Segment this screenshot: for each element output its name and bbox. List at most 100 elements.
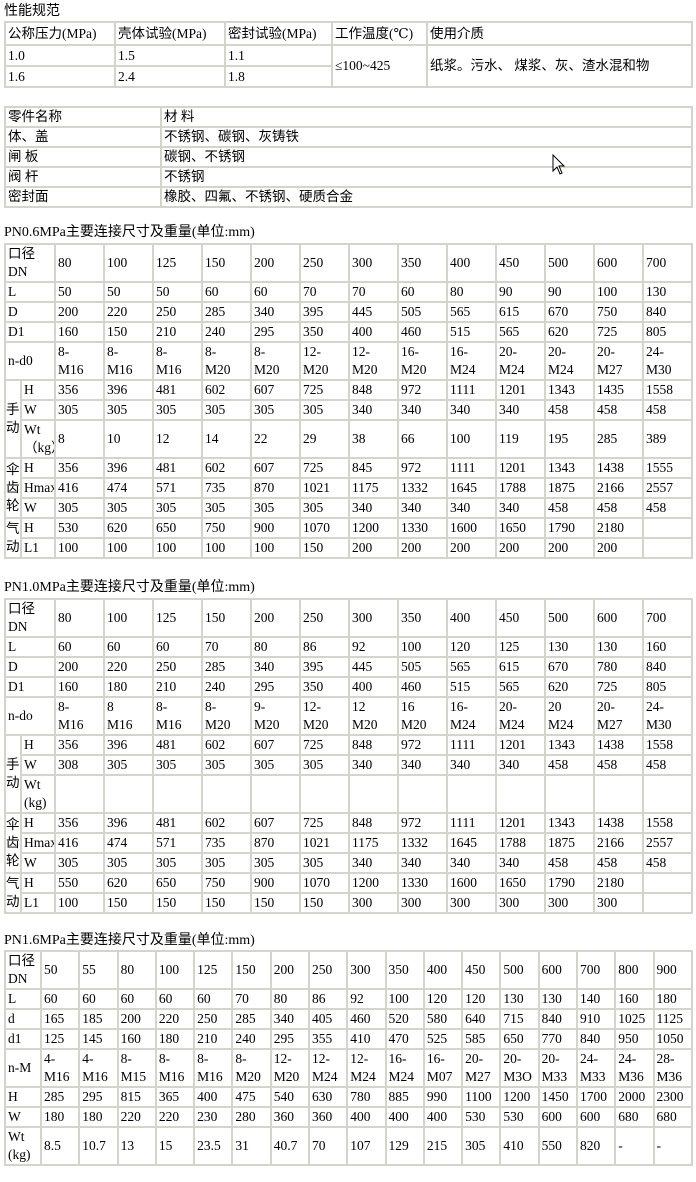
table-cell: 1200	[499, 1086, 540, 1108]
table-cell: 230	[193, 1106, 234, 1128]
table-cell: 460	[346, 1008, 387, 1030]
table-cell: 395	[299, 656, 350, 678]
row-label: n-M	[4, 1048, 42, 1088]
table-cell: 725	[299, 457, 350, 479]
table-cell: 600	[537, 950, 578, 990]
table-cell: 295	[269, 1028, 310, 1050]
table-cell: 458	[544, 497, 595, 519]
table-cell: 80	[269, 988, 310, 1010]
table-cell: 1875	[544, 832, 595, 854]
table-cell: 250	[299, 598, 350, 638]
table-cell: 92	[348, 636, 399, 658]
table-cell: 400	[346, 1106, 387, 1128]
table-cell: 1788	[495, 832, 546, 854]
table-cell: 9- M20	[250, 696, 301, 736]
table-cell: 107	[346, 1126, 387, 1166]
table-cell: 1343	[544, 379, 595, 401]
table-cell: 458	[642, 399, 693, 421]
table-row: W 305 305 305 305 305 305 340 340 340 340 458 458 458	[5, 497, 693, 519]
table-cell: 820	[575, 1126, 617, 1166]
table-cell: 240	[201, 321, 252, 343]
table-cell: 458	[544, 754, 595, 776]
table-cell: 540	[269, 1086, 310, 1108]
table-cell: 60	[193, 988, 234, 1010]
row-label: W	[20, 852, 56, 874]
row-label: W	[20, 399, 56, 421]
table-cell: 12- M24	[346, 1048, 387, 1088]
table-cell: 365	[154, 1086, 196, 1108]
table-cell: 600	[593, 243, 644, 283]
table-cell	[152, 774, 203, 814]
table-cell: 602	[201, 379, 252, 401]
table-cell: 620	[544, 676, 595, 698]
table-row: L 60 60 60 60 60 70 80 86 92 100 120 120 130 130 140 160…	[4, 988, 693, 1010]
table-cell: 1330	[397, 517, 448, 539]
header-working-temperature: 工作温度(℃)	[331, 21, 428, 46]
table-cell: 80	[54, 598, 105, 638]
table-cell: 180	[103, 676, 154, 698]
table-cell	[348, 774, 399, 814]
table-cell: 70	[299, 281, 350, 303]
table-cell: 1450	[537, 1086, 578, 1108]
table-cell: 150	[299, 892, 350, 914]
table-cell: 972	[397, 457, 448, 479]
table-cell: 607	[250, 812, 301, 834]
materials-row: 阀 杆不锈钢	[4, 166, 693, 188]
table-cell: 8- M16	[54, 696, 105, 736]
table-cell: 481	[152, 812, 203, 834]
header-part-name: 零件名称	[4, 106, 162, 128]
table-cell: 670	[544, 301, 595, 323]
table-cell: 8- M15	[116, 1048, 157, 1088]
performance-title: 性能规范	[4, 4, 60, 19]
table-cell: 305	[299, 754, 350, 776]
table-cell: 100	[103, 598, 154, 638]
table-cell: 15	[154, 1126, 196, 1166]
table-cell: 400	[193, 1086, 234, 1108]
table-cell: 22	[250, 419, 301, 459]
table-cell: 950	[614, 1028, 655, 1050]
table-cell: 340	[446, 754, 497, 776]
table-cell: 1201	[495, 812, 546, 834]
table-cell: 500	[544, 243, 595, 283]
table-cell: 340	[446, 852, 497, 874]
pn16-title: PN1.6MPa主要连接尺寸及重量(单位:mm)	[4, 933, 255, 948]
table-cell: 130	[593, 636, 644, 658]
table-cell: 90	[544, 281, 595, 303]
table-cell: 140	[575, 988, 617, 1010]
table-cell: 66	[397, 419, 448, 459]
table-cell: 607	[250, 379, 301, 401]
table-cell: 16- M24	[446, 341, 497, 381]
table-cell: 20- M27	[461, 1048, 502, 1088]
table-cell: 725	[593, 676, 644, 698]
table-cell: 600	[537, 1106, 578, 1128]
table-cell: 396	[103, 812, 154, 834]
table-cell: 475	[231, 1086, 272, 1108]
performance-header-row: 公称压力(MPa) 壳体试验(MPa) 密封试验(MPa) 工作温度(℃) 使用…	[4, 21, 693, 46]
table-cell: 200	[446, 537, 497, 559]
table-cell: 305	[54, 399, 105, 421]
table-cell: 340	[397, 852, 448, 874]
row-group-label: 手动	[4, 734, 22, 814]
row-label: 口径DN	[4, 243, 56, 283]
header-nominal-pressure: 公称压力(MPa)	[4, 21, 116, 46]
table-cell: 150	[201, 892, 252, 914]
pn10-dimension-table: 口径DN 80 100 125 150 200 250 300 350 400 450 500 600 7…	[4, 598, 693, 914]
table-cell: 300	[348, 892, 399, 914]
materials-row: 闸 板碳钢、不锈钢	[4, 146, 693, 168]
table-cell: 400	[446, 243, 497, 283]
table-cell: 220	[103, 301, 154, 323]
table-cell: 615	[495, 301, 546, 323]
table-row: Hmax 416 474 571 735 870 1021 1175 1332 1645 1788 1…	[5, 477, 693, 499]
table-cell: 220	[154, 1008, 196, 1030]
table-cell: 735	[201, 832, 252, 854]
table-row: d1 125 145 160 180 210 240 295 355 410 470 525 585 65…	[4, 1028, 693, 1050]
table-cell: 400	[422, 950, 464, 990]
table-cell: 602	[201, 734, 252, 756]
table-cell: 308	[54, 754, 105, 776]
table-cell: 460	[397, 321, 448, 343]
table-cell: 86	[299, 636, 350, 658]
table-cell: 185	[78, 1008, 119, 1030]
table-cell: 400	[384, 1106, 425, 1128]
table-cell: 725	[299, 379, 350, 401]
table-cell: 565	[446, 656, 497, 678]
